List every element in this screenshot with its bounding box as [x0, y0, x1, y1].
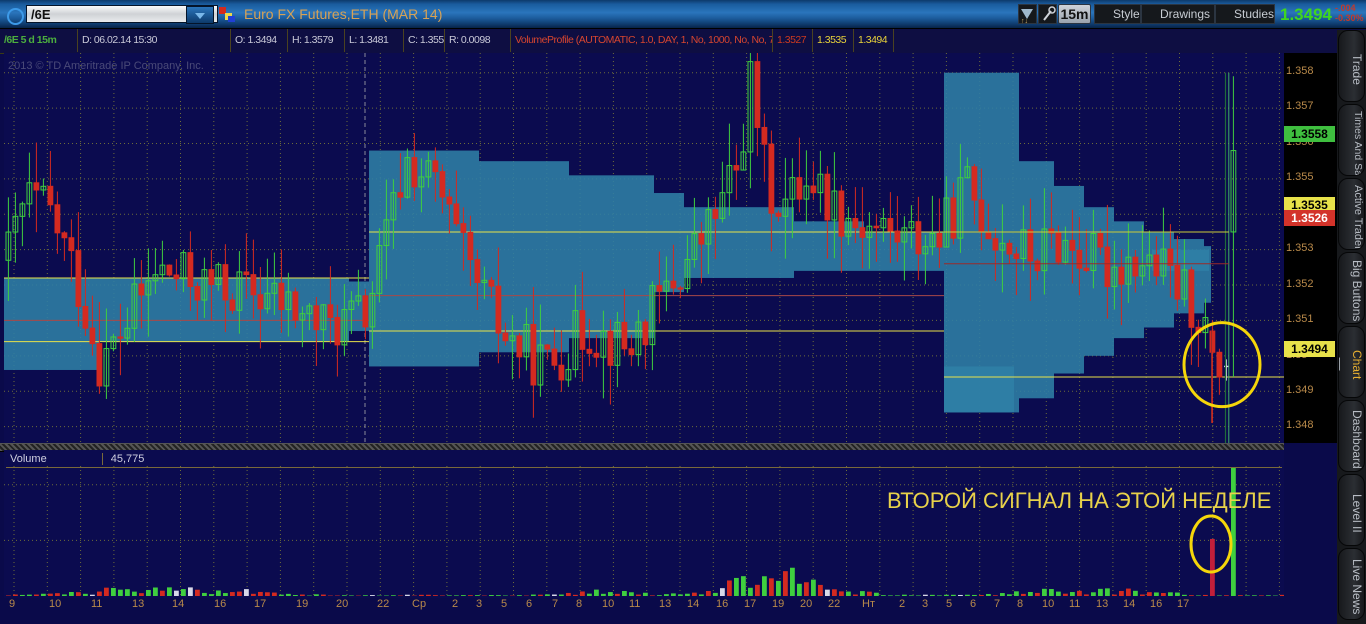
svg-text:ВТОРОЙ СИГНАЛ НА ЭТОЙ НЕДЕЛЕ: ВТОРОЙ СИГНАЛ НА ЭТОЙ НЕДЕЛЕ	[887, 488, 1271, 513]
svg-text:↑↓: ↑↓	[1021, 18, 1028, 25]
